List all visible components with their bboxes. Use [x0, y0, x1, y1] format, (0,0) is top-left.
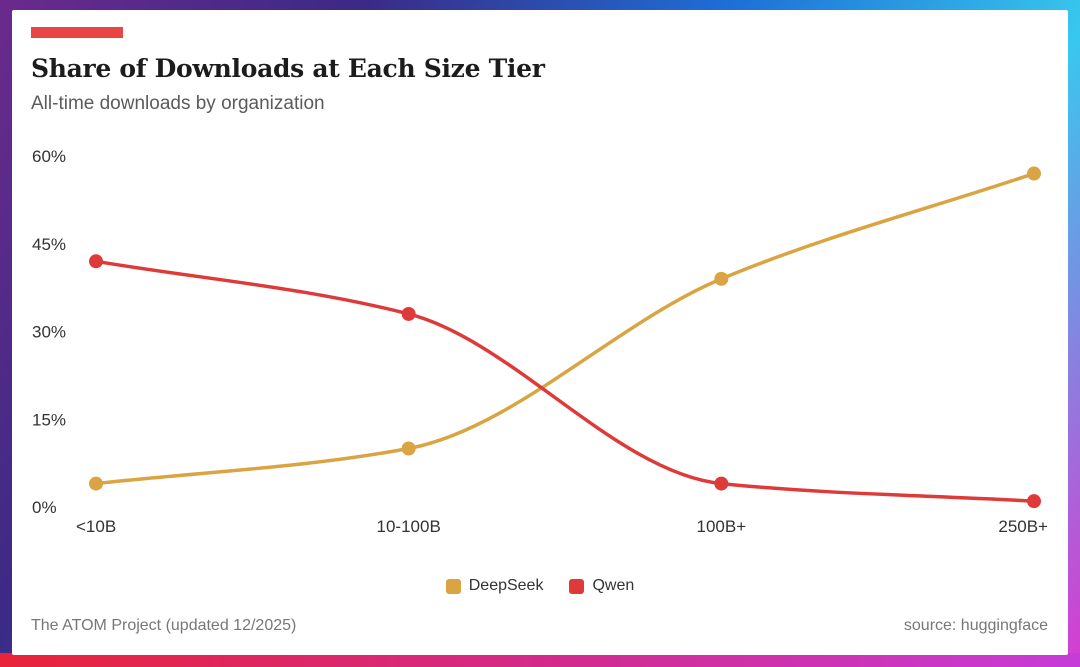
data-point-deepseek[interactable]: [401, 441, 416, 456]
footer-source: source: huggingface: [903, 617, 1048, 634]
x-tick-label: 10-100B: [377, 517, 441, 536]
y-tick-label: 60%: [32, 147, 66, 166]
frame-border: [0, 653, 1080, 667]
legend-item-deepseek[interactable]: DeepSeek: [445, 577, 544, 595]
chart-card: Share of Downloads at Each Size Tier All…: [12, 10, 1068, 655]
data-point-deepseek[interactable]: [1027, 166, 1041, 181]
data-point-qwen[interactable]: [401, 306, 416, 321]
legend-label-qwen: Qwen: [592, 577, 635, 594]
footer-credit: The ATOM Project (updated 12/2025): [31, 617, 297, 634]
y-tick-label: 15%: [32, 410, 66, 429]
y-tick-label: 45%: [32, 235, 66, 254]
accent-bar: [31, 27, 123, 38]
chart-legend: DeepSeek Qwen: [12, 577, 1068, 595]
data-point-qwen[interactable]: [1027, 494, 1041, 509]
data-point-deepseek[interactable]: [714, 271, 729, 286]
y-tick-label: 30%: [32, 323, 66, 342]
data-point-qwen[interactable]: [89, 254, 103, 269]
legend-swatch-deepseek: [445, 578, 461, 594]
legend-item-qwen[interactable]: Qwen: [569, 577, 634, 595]
chart-subtitle: All-time downloads by organization: [31, 93, 325, 114]
line-chart: 60% 45% 30% 15% 0% <10B 10-100B 100B+ 250B+: [32, 147, 1048, 536]
x-tick-label: <10B: [76, 517, 116, 536]
series-line-qwen: [94, 259, 1036, 503]
x-tick-label: 250B+: [998, 517, 1048, 536]
legend-label-deepseek: DeepSeek: [468, 577, 544, 594]
series-line-deepseek: [94, 171, 1036, 486]
data-point-deepseek[interactable]: [89, 476, 103, 491]
chart-title: Share of Downloads at Each Size Tier: [31, 54, 545, 83]
data-point-qwen[interactable]: [714, 476, 729, 491]
legend-swatch-qwen: [569, 578, 585, 594]
y-tick-label: 0%: [32, 498, 57, 517]
x-tick-label: 100B+: [697, 517, 747, 536]
